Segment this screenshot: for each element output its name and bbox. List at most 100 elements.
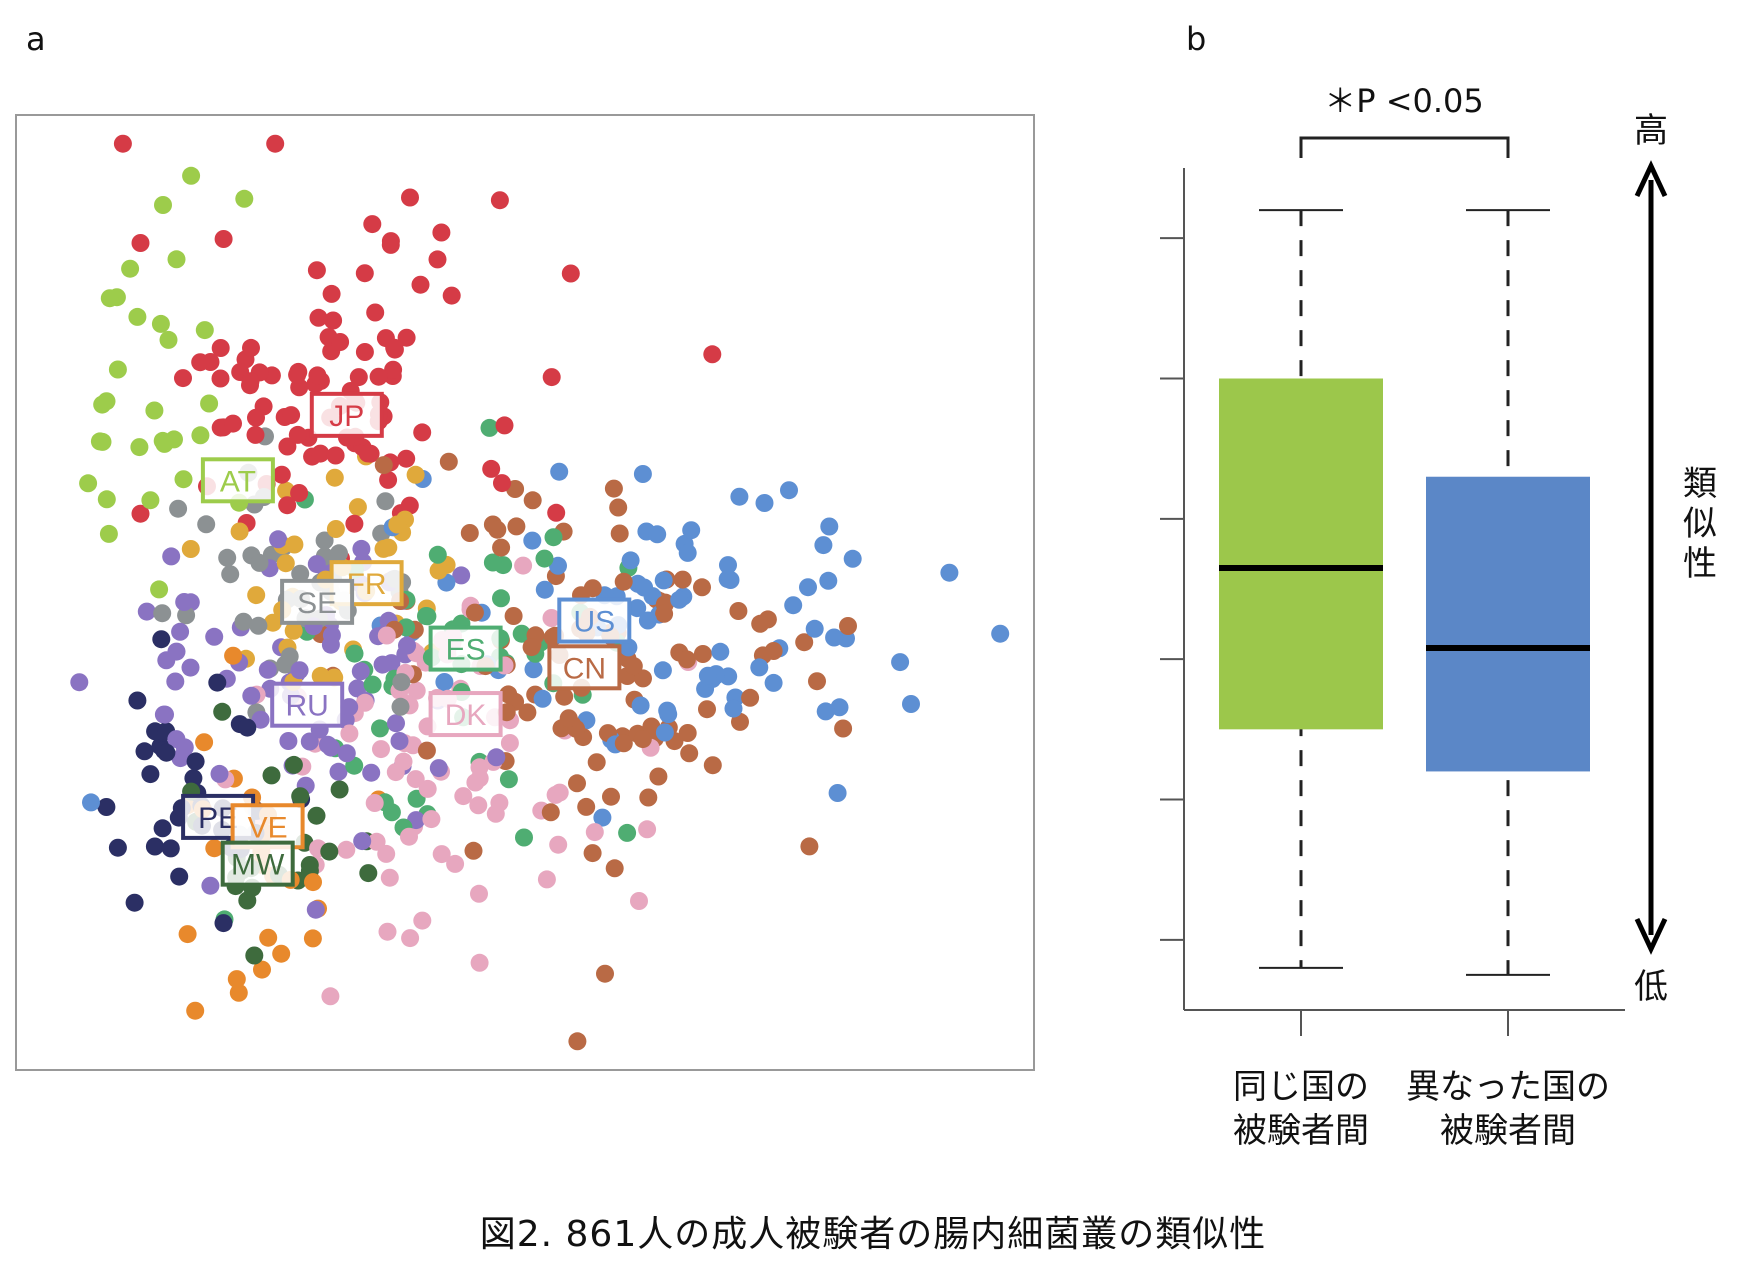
- scatter-point-se: [376, 492, 395, 511]
- scatter-point-cn: [583, 844, 602, 863]
- scatter-point-jp: [326, 446, 345, 465]
- scatter-point-ru: [279, 732, 298, 750]
- scatter-point-pe: [153, 819, 172, 838]
- scatter-point-us: [550, 462, 569, 481]
- scatter-point-dk: [542, 609, 561, 627]
- scatter-point-dk: [469, 796, 488, 815]
- scatter-point-jp: [247, 408, 265, 427]
- scatter-point-mw: [307, 806, 326, 825]
- scatter-point-cn: [678, 724, 697, 742]
- scatter-point-pe: [145, 837, 164, 856]
- scatter-point-dk: [422, 810, 441, 829]
- scatter-point-jp: [113, 134, 132, 153]
- scatter-point-dk: [400, 827, 418, 846]
- scatter-frame: [15, 114, 1035, 1071]
- scatter-point-us: [698, 666, 717, 685]
- cluster-label-ve: VE: [230, 803, 305, 850]
- scatter-point-at: [141, 491, 160, 510]
- scatter-point-mw: [213, 702, 232, 721]
- scatter-point-cn: [577, 797, 596, 816]
- scatter-point-se: [392, 673, 411, 692]
- scatter-point-dk: [378, 922, 397, 941]
- cluster-label-dk: DK: [428, 691, 503, 738]
- scatter-point-es: [618, 823, 637, 842]
- scatter-point-at: [151, 314, 170, 333]
- scatter-point-us: [805, 619, 824, 638]
- scatter-point-at: [150, 580, 169, 599]
- scatter-point-cn: [523, 491, 542, 510]
- scatter-point-at: [128, 307, 147, 326]
- scatter-point-jp: [309, 308, 328, 327]
- scatter-point-pe: [108, 838, 127, 857]
- scatter-point-ru: [162, 547, 181, 566]
- scatter-point-cn: [504, 607, 523, 625]
- scatter-point-us: [682, 521, 701, 540]
- scatter-point-cn: [541, 803, 560, 822]
- scatter-point-ru: [269, 530, 288, 549]
- scatter-point-mw: [330, 780, 349, 799]
- scatter-point-us: [711, 642, 730, 661]
- scatter-point-at: [182, 166, 201, 185]
- scatter-point-dk: [514, 556, 533, 575]
- scatter-point-ru: [171, 622, 190, 641]
- scatter-point-dk: [550, 783, 569, 802]
- scatter-point-us: [820, 517, 839, 536]
- scatter-point-dk: [470, 884, 488, 903]
- scatter-point-jp: [482, 459, 501, 478]
- scatter-point-cn: [555, 687, 574, 706]
- scatter-point-jp: [428, 250, 447, 269]
- scatter-point-ru: [329, 762, 348, 781]
- scatter-point-es: [483, 553, 502, 572]
- scatter-point-es: [417, 607, 435, 625]
- scatter-point-ve: [178, 925, 197, 944]
- scatter-point-fr: [406, 465, 425, 484]
- scatter-point-ru: [373, 655, 392, 674]
- scatter-point-us: [780, 481, 798, 500]
- scatter-point-cn: [583, 579, 602, 598]
- scatter-point-fr: [379, 538, 398, 557]
- scatter-point-ve: [303, 929, 322, 948]
- scatter-point-pe: [186, 752, 205, 771]
- scatter-point-dk: [321, 987, 340, 1006]
- scatter-point-ve: [253, 960, 271, 979]
- scatter-point-ve: [229, 983, 248, 1002]
- scatter-point-pe: [97, 798, 116, 816]
- scatter-point-us: [719, 556, 737, 575]
- scatter-point-jp: [288, 425, 307, 444]
- scatter-point-cn: [639, 788, 658, 807]
- scatter-point-us: [784, 596, 803, 615]
- scatter-point-dk: [365, 794, 384, 812]
- scatter-point-jp: [366, 303, 385, 322]
- scatter-point-cn: [465, 603, 484, 622]
- scatter-point-mw: [291, 787, 310, 806]
- scatter-point-jp: [493, 474, 511, 493]
- scatter-point-ve: [186, 1001, 205, 1020]
- scatter-point-pe: [214, 914, 233, 933]
- panel-a-letter: a: [26, 20, 46, 58]
- scatter-point-jp: [278, 496, 297, 515]
- scatter-point-us: [621, 551, 640, 570]
- scatter-point-mw: [284, 755, 303, 774]
- scatter-point-ru: [337, 744, 356, 763]
- scatter-point-cn: [559, 709, 578, 728]
- scatter-point-cn: [808, 672, 826, 691]
- scatter-point-us: [902, 695, 920, 713]
- scatter-point-ve: [272, 944, 291, 963]
- cluster-label-se: SE: [280, 578, 355, 625]
- scatter-point-dk: [377, 844, 396, 863]
- scatter-point-us: [593, 808, 612, 827]
- scatter-point-dk: [413, 911, 432, 930]
- scatter-point-cn: [673, 570, 692, 589]
- scatter-point-jp: [288, 365, 307, 384]
- scatter-point-pe: [184, 769, 203, 788]
- scatter-point-jp: [401, 188, 419, 207]
- svg-text:CN: CN: [563, 652, 606, 685]
- scatter-point-cn: [522, 638, 541, 657]
- scatter-point-dk: [406, 770, 425, 789]
- scatter-point-ve: [259, 928, 278, 947]
- scatter-point-cn: [568, 1032, 587, 1051]
- scatter-point-us: [828, 784, 847, 802]
- scatter-point-ru: [353, 832, 372, 851]
- scatter-point-cn: [655, 604, 674, 623]
